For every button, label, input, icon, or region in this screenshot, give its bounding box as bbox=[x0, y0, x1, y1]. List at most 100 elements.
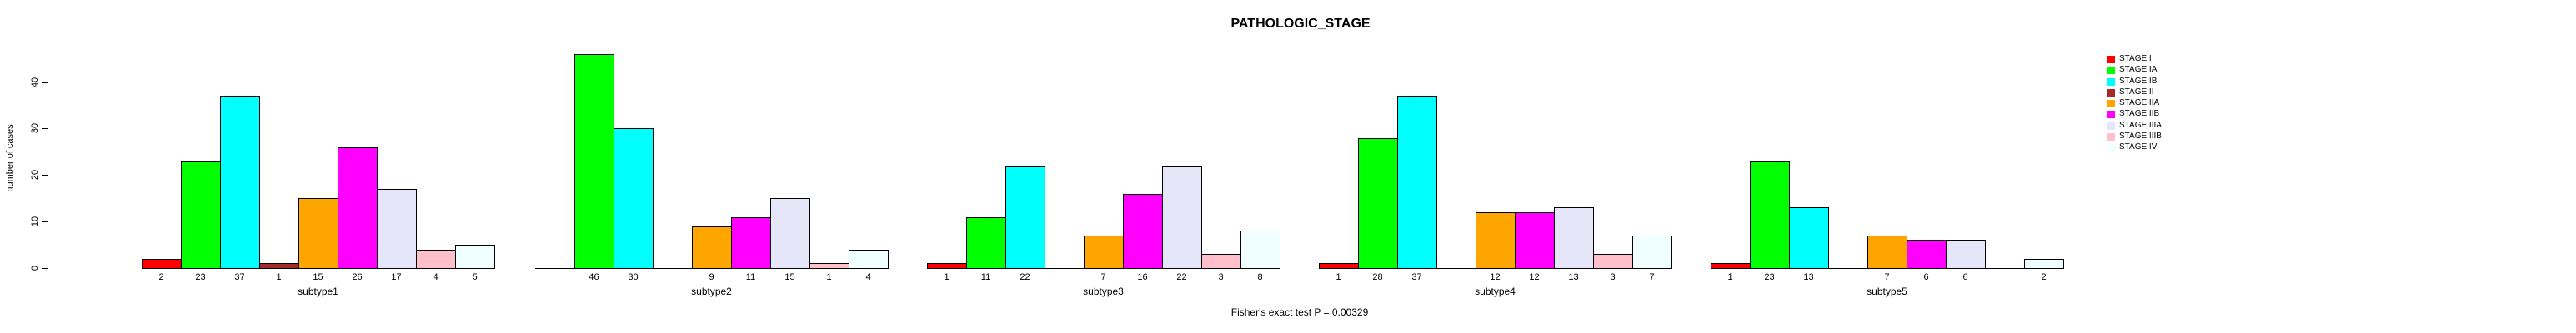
bar-value-label: 12 bbox=[1490, 272, 1501, 282]
legend-item: STAGE IIIA bbox=[2107, 122, 2162, 130]
bar bbox=[1593, 254, 1633, 268]
legend-item: STAGE I bbox=[2107, 55, 2152, 63]
legend-item: STAGE IB bbox=[2107, 77, 2157, 86]
y-axis-tick bbox=[42, 221, 48, 222]
group-label: subtype1 bbox=[298, 286, 338, 297]
bar-value-label: 5 bbox=[472, 272, 478, 282]
bar bbox=[1711, 263, 1751, 268]
group-baseline bbox=[142, 268, 495, 269]
legend-swatch bbox=[2107, 66, 2115, 74]
legend-item: STAGE IA bbox=[2107, 66, 2157, 74]
legend-swatch bbox=[2107, 77, 2115, 86]
legend-swatch bbox=[2107, 132, 2115, 141]
y-axis-label: number of cases bbox=[5, 124, 15, 192]
legend-label: STAGE IV bbox=[2119, 142, 2158, 152]
y-axis-tick bbox=[42, 128, 48, 129]
bar-value-label: 7 bbox=[1884, 272, 1890, 282]
legend-item: STAGE IV bbox=[2107, 143, 2157, 152]
bar-value-label: 1 bbox=[1336, 272, 1341, 282]
bar-value-label: 2 bbox=[158, 272, 164, 282]
legend-swatch bbox=[2107, 99, 2115, 107]
bar-value-label: 13 bbox=[1568, 272, 1579, 282]
bar-value-label: 1 bbox=[276, 272, 282, 282]
bar-value-label: 4 bbox=[865, 272, 871, 282]
bar bbox=[692, 226, 732, 268]
bar-value-label: 17 bbox=[391, 272, 402, 282]
group-baseline bbox=[535, 268, 889, 269]
bar bbox=[377, 189, 417, 268]
bar-value-label: 4 bbox=[433, 272, 439, 282]
bar-value-label: 37 bbox=[234, 272, 245, 282]
bar bbox=[770, 198, 810, 268]
bar bbox=[1476, 212, 1516, 268]
bar bbox=[1201, 254, 1241, 268]
bar bbox=[1123, 194, 1163, 268]
bar-value-label: 2 bbox=[2041, 272, 2047, 282]
y-axis-tick-label: 0 bbox=[30, 265, 40, 271]
bar bbox=[1554, 207, 1594, 268]
group-label: subtype5 bbox=[1867, 286, 1907, 297]
bar bbox=[1084, 236, 1124, 268]
bar-value-label: 15 bbox=[313, 272, 323, 282]
bar bbox=[455, 245, 495, 268]
bar bbox=[1750, 161, 1790, 268]
group-label: subtype2 bbox=[691, 286, 732, 297]
legend-swatch bbox=[2107, 143, 2115, 152]
bar bbox=[338, 147, 378, 268]
legend-label: STAGE IIB bbox=[2119, 109, 2160, 118]
bar bbox=[298, 198, 338, 268]
legend-label: STAGE IIIB bbox=[2119, 132, 2162, 141]
legend-item: STAGE IIIB bbox=[2107, 132, 2162, 141]
bar bbox=[1946, 240, 1986, 268]
bar bbox=[220, 96, 260, 268]
bar bbox=[1907, 240, 1947, 268]
bar bbox=[1632, 236, 1672, 268]
y-axis-tick bbox=[42, 268, 48, 269]
y-axis-tick-label: 20 bbox=[30, 169, 40, 181]
group-baseline bbox=[1319, 268, 1672, 269]
bar-value-label: 22 bbox=[1176, 272, 1187, 282]
bar-value-label: 28 bbox=[1372, 272, 1383, 282]
group-baseline bbox=[1711, 268, 2064, 269]
bar-value-label: 30 bbox=[628, 272, 639, 282]
y-axis-tick-label: 40 bbox=[30, 77, 40, 88]
bar bbox=[142, 259, 182, 268]
legend-label: STAGE I bbox=[2119, 54, 2152, 63]
legend-label: STAGE IA bbox=[2119, 65, 2158, 74]
legend-item: STAGE IIB bbox=[2107, 110, 2159, 118]
bar bbox=[1358, 138, 1398, 268]
bar bbox=[614, 128, 654, 268]
bar-value-label: 7 bbox=[1649, 272, 1655, 282]
bar-value-label: 23 bbox=[195, 272, 206, 282]
bar bbox=[259, 263, 299, 268]
group-label: subtype4 bbox=[1475, 286, 1516, 297]
chart-title: PATHOLOGIC_STAGE bbox=[1230, 17, 1371, 31]
bar bbox=[416, 250, 456, 268]
bar bbox=[1515, 212, 1555, 268]
y-axis-tick-label: 10 bbox=[30, 216, 40, 227]
group-baseline bbox=[927, 268, 1280, 269]
legend-swatch bbox=[2107, 122, 2115, 130]
bar-value-label: 3 bbox=[1218, 272, 1224, 282]
legend-swatch bbox=[2107, 88, 2115, 97]
bar bbox=[1240, 231, 1280, 268]
bar-value-label: 23 bbox=[1764, 272, 1775, 282]
group-label: subtype3 bbox=[1083, 286, 1124, 297]
bar bbox=[927, 263, 967, 268]
bar-value-label: 1 bbox=[944, 272, 950, 282]
bar-value-label: 26 bbox=[352, 272, 363, 282]
legend-label: STAGE IIA bbox=[2119, 98, 2160, 107]
bar bbox=[1867, 236, 1907, 268]
y-axis-tick bbox=[42, 175, 48, 176]
bar bbox=[731, 217, 771, 268]
legend-item: STAGE II bbox=[2107, 88, 2154, 97]
bar bbox=[966, 217, 1006, 268]
bar bbox=[1319, 263, 1359, 268]
bar bbox=[1397, 96, 1437, 268]
chart-footer: Fisher's exact test P = 0.00329 bbox=[1230, 306, 1369, 318]
legend-label: STAGE II bbox=[2119, 87, 2154, 97]
bar-value-label: 3 bbox=[1610, 272, 1616, 282]
y-axis-tick-label: 30 bbox=[30, 122, 40, 134]
bar bbox=[181, 161, 221, 268]
